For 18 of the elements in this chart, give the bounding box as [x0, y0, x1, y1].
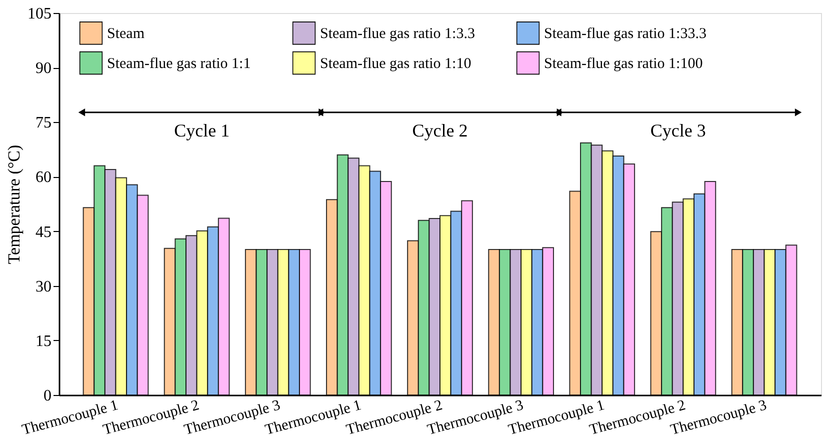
y-tick-label: 60 — [36, 169, 52, 186]
annotation: Cycle 3 — [650, 120, 706, 140]
y-tick-label: 30 — [36, 278, 52, 296]
y-tick-label: 75 — [36, 114, 52, 132]
y-axis-title: Temperature (°C) — [4, 144, 24, 264]
legend-label: Steam-flue gas ratio 1:10 — [320, 56, 472, 72]
annotation: Cycle 2 — [412, 120, 468, 140]
annotation: Cycle 1 — [174, 120, 230, 140]
legend-label: Steam-flue gas ratio 1:1 — [107, 56, 251, 72]
legend-label: Steam-flue gas ratio 1:3.3 — [320, 26, 475, 42]
legend-label: Steam-flue gas ratio 1:100 — [544, 56, 703, 72]
y-tick-label: 15 — [36, 332, 52, 350]
legend-label: Steam-flue gas ratio 1:33.3 — [544, 26, 706, 42]
y-tick-label: 0 — [44, 388, 52, 404]
y-tick-label: 105 — [28, 6, 52, 22]
y-tick-label: 45 — [36, 224, 52, 241]
y-tick-label: 90 — [36, 60, 52, 78]
legend-label: Steam — [107, 26, 145, 42]
